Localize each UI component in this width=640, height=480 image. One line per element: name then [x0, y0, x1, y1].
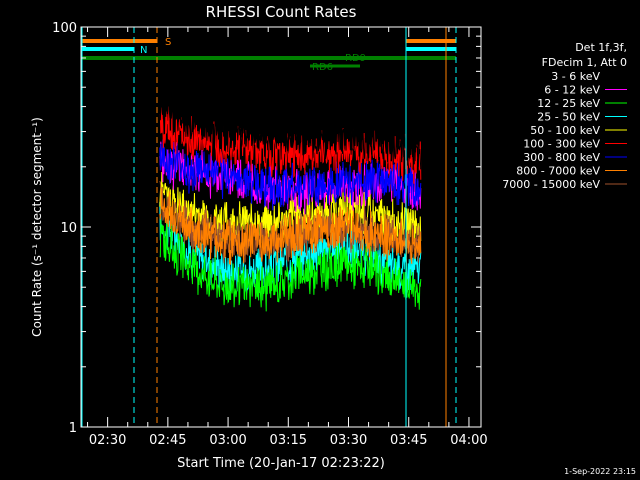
footer-timestamp: 1-Sep-2022 23:15 [564, 467, 636, 476]
chart-title: RHESSI Count Rates [206, 3, 357, 21]
x-tick-label: 04:00 [450, 433, 487, 448]
x-axis-label: Start Time (20-Jan-17 02:23:22) [177, 456, 385, 471]
legend-entry-label: 800 - 7000 keV [516, 165, 600, 178]
y-axis-label: Count Rate (s⁻¹ detector segment⁻¹) [30, 117, 44, 337]
series-line [159, 202, 422, 295]
x-tick-label: 03:15 [270, 433, 307, 448]
event-lines [81, 27, 457, 427]
legend-entry-label: 3 - 6 keV [551, 70, 600, 83]
y-tick-label: 10 [60, 221, 77, 236]
legend-header: Det 1f,3f, [575, 41, 627, 54]
legend-entry-label: 100 - 300 keV [523, 138, 600, 151]
legend-entry-label: 6 - 12 keV [544, 84, 600, 97]
legend-entry-label: 25 - 50 keV [537, 111, 600, 124]
y-tick-label: 1 [69, 421, 77, 436]
annotation-label: RD6 [312, 62, 333, 73]
x-tick-label: 03:30 [330, 433, 367, 448]
legend-entry-label: 7000 - 15000 keV [502, 178, 600, 191]
legend-entry-label: 50 - 100 keV [530, 124, 600, 137]
series-line [159, 79, 422, 171]
series-line [159, 219, 422, 312]
legend-entry-label: 12 - 25 keV [537, 97, 600, 110]
series-layer [159, 79, 422, 312]
x-tick-label: 03:45 [390, 433, 427, 448]
x-tick-label: 03:00 [209, 433, 246, 448]
annotation-label: N [140, 45, 147, 56]
x-tick-label: 02:30 [89, 433, 126, 448]
y-axis: 1 10 100 [52, 21, 481, 436]
annotations: S N RD9 RD6 [140, 37, 366, 73]
x-tick-label: 02:45 [149, 433, 186, 448]
annotation-label: S [165, 37, 171, 48]
series-line [159, 188, 422, 266]
series-line [159, 139, 422, 211]
y-tick-label: 100 [52, 21, 77, 36]
legend-header: FDecim 1, Att 0 [542, 56, 627, 69]
legend-entry-label: 300 - 800 keV [523, 151, 600, 164]
x-axis: 02:30 02:45 03:00 03:15 03:30 03:45 04:00 [87, 27, 488, 448]
annotation-label: RD9 [345, 53, 366, 64]
event-bands [81, 39, 456, 68]
